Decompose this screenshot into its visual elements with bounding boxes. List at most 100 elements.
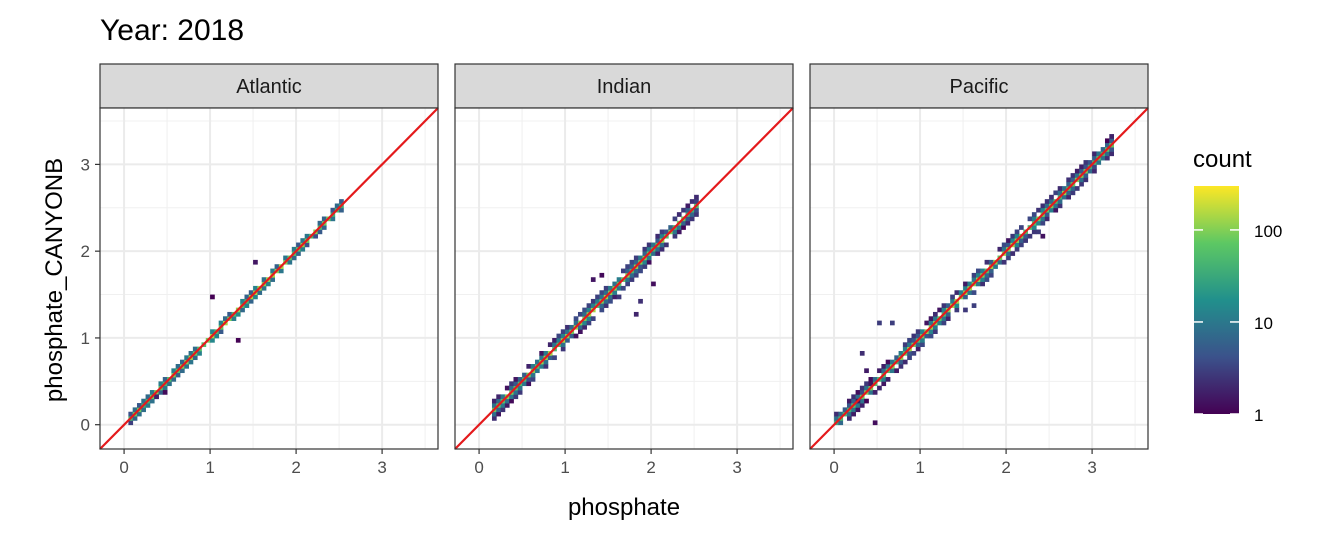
bin (552, 355, 557, 361)
bin (504, 403, 510, 408)
bin (945, 316, 951, 321)
bin (1079, 164, 1084, 170)
bin (1074, 168, 1080, 174)
bin (694, 199, 699, 204)
bin (1096, 160, 1102, 165)
bin (1027, 233, 1033, 239)
bin (1079, 181, 1084, 187)
bin (265, 281, 271, 287)
bin (1001, 242, 1007, 248)
bin (522, 372, 527, 378)
bin (244, 303, 250, 308)
bin (984, 272, 990, 278)
bin (689, 212, 695, 217)
bin (1044, 212, 1050, 217)
bin (859, 390, 865, 395)
bin (612, 294, 618, 300)
bin (676, 229, 682, 235)
bin (907, 355, 912, 361)
bin (1040, 203, 1046, 209)
facet-panels: Atlantic 0 1 2 3 0 1 2 3 Indian 0 1 2 3 Pacific 0 1 2 3 (81, 63, 1149, 477)
bin (954, 290, 960, 295)
bin (547, 342, 553, 348)
bin (603, 285, 609, 291)
bin (1061, 186, 1067, 191)
bin-outlier (859, 350, 865, 356)
bin (491, 398, 497, 404)
bin (663, 229, 669, 235)
bin (577, 329, 583, 334)
bin (560, 333, 566, 339)
bin (552, 337, 557, 343)
color-legend: count 1 10 100 (1193, 146, 1282, 425)
bin (270, 277, 275, 282)
bin (984, 259, 990, 265)
bin (928, 329, 934, 334)
bin (1092, 155, 1097, 161)
bin (1018, 225, 1024, 230)
bin (565, 337, 570, 343)
bin (975, 268, 981, 274)
bin (141, 398, 146, 404)
bin (603, 298, 609, 304)
bin-outlier (651, 281, 656, 287)
bin (240, 298, 245, 304)
bin (1066, 181, 1071, 187)
bin (162, 377, 168, 382)
bin (872, 390, 878, 395)
bin (184, 364, 189, 369)
bin (642, 251, 648, 256)
bin (616, 285, 622, 291)
bin (1083, 160, 1089, 165)
bin (1070, 177, 1076, 183)
bin (149, 390, 155, 395)
bin (1044, 203, 1050, 209)
bin (638, 255, 643, 261)
bin (599, 294, 605, 300)
x-tick-label: 2 (646, 458, 655, 477)
chart-title: Year: 2018 (100, 14, 244, 47)
bin (573, 333, 579, 339)
bin (608, 298, 613, 304)
bin-outlier (633, 311, 639, 317)
bin (885, 377, 891, 382)
legend-tick-label: 10 (1254, 314, 1273, 333)
bin-outlier (616, 294, 622, 300)
bin (633, 272, 639, 278)
bin (638, 264, 643, 269)
bin (1057, 203, 1063, 209)
bin (1083, 177, 1089, 183)
bin (834, 416, 839, 421)
bin (304, 242, 310, 248)
bin (963, 281, 968, 287)
bin (197, 350, 202, 356)
bin (846, 416, 852, 421)
bin (898, 364, 904, 369)
bin (685, 203, 691, 209)
bin (963, 294, 968, 300)
bin (513, 381, 519, 387)
bin-outlier (235, 337, 241, 343)
bin (1109, 151, 1114, 157)
bin (963, 285, 968, 291)
bin (967, 290, 973, 295)
bin (855, 390, 861, 395)
bin (1044, 216, 1050, 222)
bin (958, 290, 964, 295)
bin (214, 333, 220, 339)
bin-outlier (210, 294, 215, 300)
bin (629, 277, 635, 282)
bin-outlier (864, 368, 869, 374)
bin (1031, 229, 1037, 235)
bin (132, 416, 138, 421)
bin (248, 298, 254, 304)
bin (218, 329, 224, 334)
y-axis-title: phosphate_CANYONB (41, 158, 68, 402)
bin (629, 264, 635, 269)
bin-outlier (877, 320, 882, 326)
bin (1031, 225, 1037, 230)
bin (881, 381, 887, 387)
bin (608, 294, 613, 300)
bin (1057, 190, 1063, 196)
bin (685, 207, 691, 213)
